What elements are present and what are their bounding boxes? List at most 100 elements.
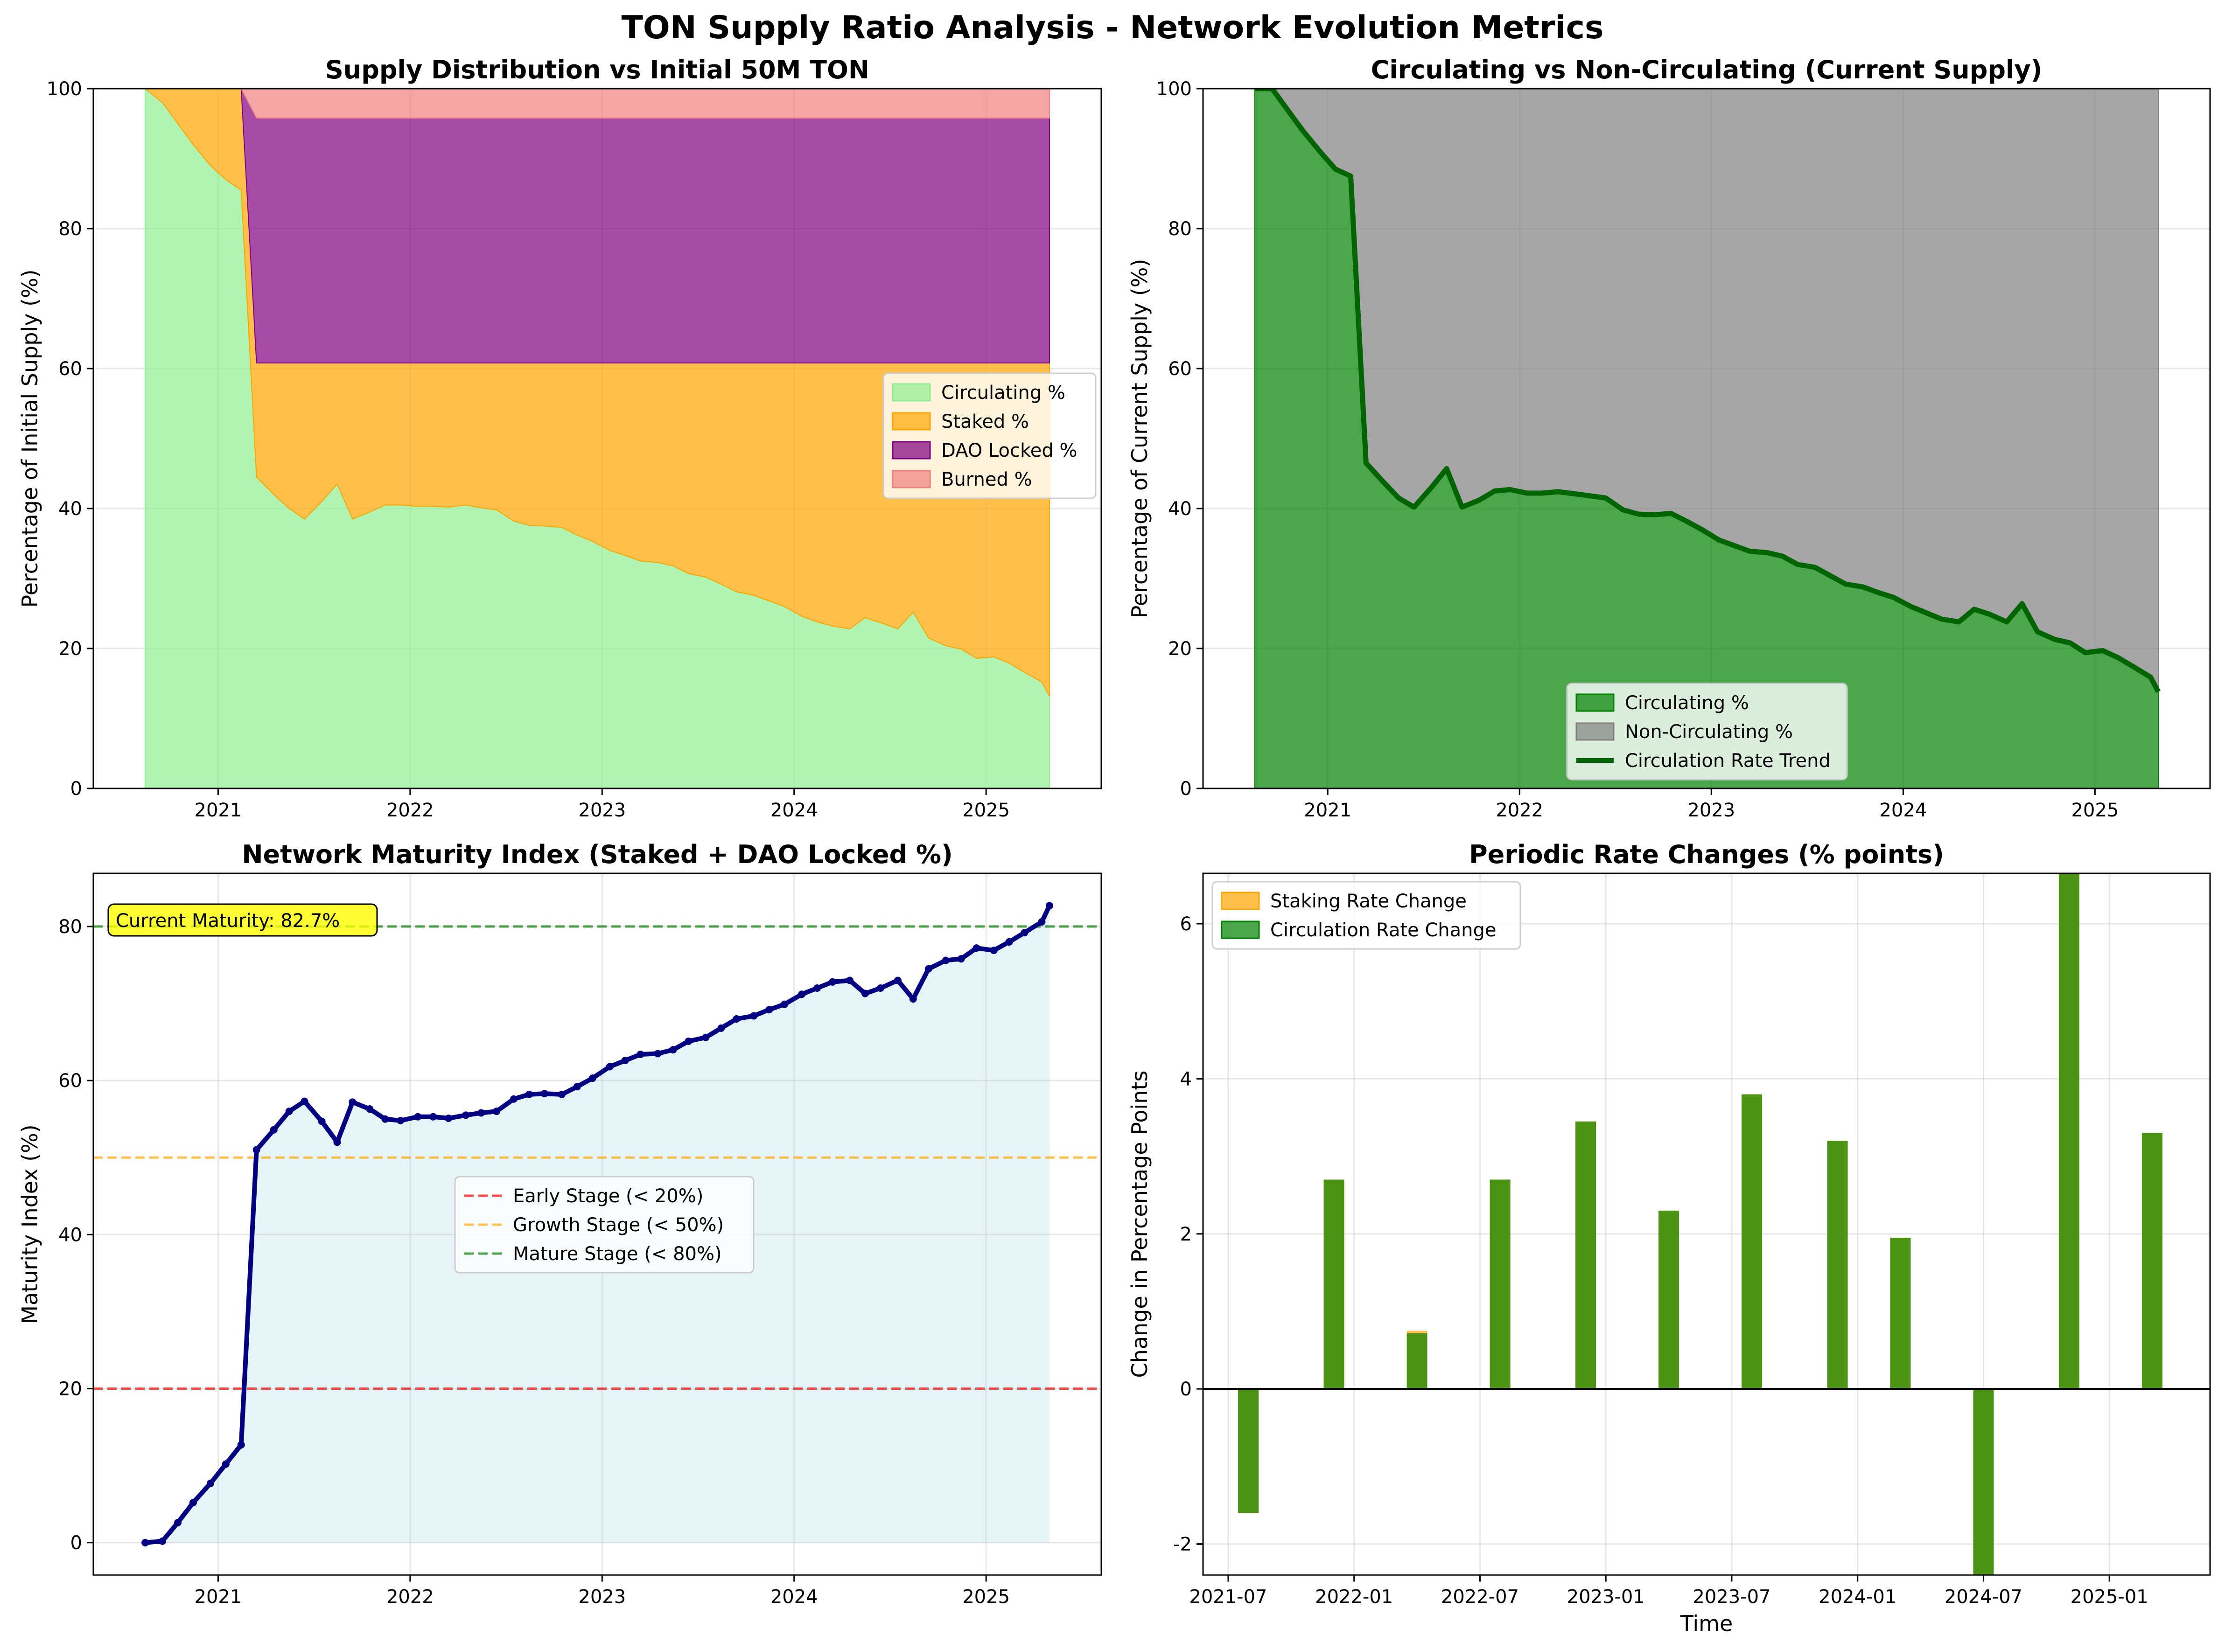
legend-box (882, 372, 1097, 499)
bar-circulation-rate-change (1238, 1389, 1259, 1513)
maturity-point (717, 1024, 725, 1032)
y-tick-label: 20 (58, 638, 82, 660)
legend-swatch (1575, 693, 1615, 712)
maturity-point (654, 1050, 662, 1058)
y-tick-label: 100 (1156, 78, 1192, 100)
legend-box (1566, 683, 1848, 781)
maturity-point (1038, 918, 1046, 926)
maturity-point (206, 1479, 214, 1487)
y-tick-label: 60 (1168, 358, 1192, 380)
maturity-point (462, 1111, 470, 1119)
bar-circulation-rate-change (1490, 1179, 1511, 1389)
y-tick-label: 40 (58, 498, 82, 520)
maturity-point (750, 1012, 758, 1020)
y-tick-label: -2 (1173, 1534, 1192, 1555)
x-tick-label: 2022 (386, 1586, 434, 1608)
maturity-point (829, 978, 836, 986)
legend-label: Staked % (941, 411, 1029, 432)
y-tick-label: 40 (58, 1224, 82, 1246)
y-tick-label: 60 (58, 1070, 82, 1092)
maturity-point (445, 1114, 453, 1122)
maturity-point (733, 1015, 741, 1023)
maturity-point (222, 1460, 230, 1468)
axes-frame (1202, 88, 2211, 789)
legend-box (454, 1176, 755, 1274)
y-tick-label: 60 (58, 358, 82, 380)
axes-frame (92, 88, 1102, 789)
x-tick-label: 2024-01 (1819, 1586, 1896, 1608)
chart-circulating-vs-noncirculating: 2021 2022 2023 2024 2025 0 20 40 60 80 100 Circulat… (1127, 55, 2211, 821)
legend-label: Staking Rate Change (1270, 891, 1467, 912)
maturity-point (1045, 902, 1053, 910)
y-tick-label: 0 (70, 778, 82, 800)
maturity-point (798, 990, 806, 998)
legend-label: Early Stage (< 20%) (513, 1185, 703, 1207)
annotation-box (107, 903, 378, 937)
x-tick-label: 2024 (770, 800, 818, 821)
bar-circulation-rate-change (1323, 1179, 1344, 1389)
legend-swatch (1575, 722, 1615, 741)
chart-title: Network Maturity Index (Staked + DAO Loc… (242, 840, 952, 869)
y-tick-label: 20 (1168, 638, 1192, 660)
x-tick-label: 2025 (962, 800, 1010, 821)
y-axis-label: Maturity Index (%) (17, 1124, 42, 1324)
maturity-point (285, 1108, 293, 1115)
x-tick-label: 2022 (1496, 800, 1543, 821)
x-tick-label: 2024-07 (1945, 1586, 2022, 1608)
legend-label: Circulation Rate Change (1270, 920, 1497, 941)
y-tick-label: 0 (1180, 1379, 1192, 1400)
y-tick-label: 80 (1168, 218, 1192, 240)
maturity-point (924, 965, 932, 973)
y-tick-label: 80 (58, 916, 82, 938)
chart-title: Circulating vs Non-Circulating (Current … (1371, 55, 2043, 84)
maturity-point (540, 1090, 548, 1098)
maturity-point (685, 1037, 693, 1045)
maturity-point (894, 976, 902, 984)
x-tick-label: 2021 (1304, 800, 1351, 821)
x-tick-label: 2022 (386, 800, 434, 821)
x-tick-label: 2023 (1687, 800, 1735, 821)
legend-label: Circulating % (1625, 692, 1749, 714)
chart-maturity-index: 2021 2022 2023 2024 2025 0 20 40 60 80 Network Mat… (17, 840, 1102, 1608)
y-tick-label: 100 (47, 78, 82, 100)
maturity-point (702, 1033, 710, 1041)
legend-swatch (892, 383, 931, 402)
maturity-point (813, 984, 821, 992)
maturity-point (990, 947, 998, 955)
maturity-point (349, 1098, 357, 1106)
y-tick-label: 0 (1180, 778, 1192, 800)
y-axis-label: Change in Percentage Points (1127, 1071, 1152, 1378)
current-maturity-annotation: Current Maturity: 82.7% (107, 903, 378, 937)
y-axis-label: Percentage of Current Supply (%) (1127, 259, 1152, 619)
maturity-point (669, 1046, 677, 1054)
maturity-point (588, 1074, 596, 1082)
maturity-point (159, 1537, 167, 1545)
x-tick-label: 2025 (2071, 800, 2119, 821)
area-series-burned- (145, 89, 1050, 118)
maturity-point (397, 1116, 405, 1124)
maturity-point (270, 1126, 278, 1134)
axes-frame (1202, 872, 2211, 1576)
x-tick-label: 2021-07 (1189, 1586, 1267, 1608)
maturity-point (973, 944, 980, 952)
legend-label: Mature Stage (< 80%) (513, 1243, 722, 1265)
maturity-point (237, 1441, 245, 1449)
figure-suptitle: TON Supply Ratio Analysis - Network Evol… (622, 9, 1604, 46)
x-tick-label: 2024 (1879, 800, 1927, 821)
x-tick-label: 2023-01 (1567, 1586, 1645, 1608)
maturity-point (637, 1050, 644, 1058)
legend-swatch (892, 441, 931, 460)
y-tick-label: 20 (58, 1378, 82, 1400)
x-tick-label: 2021 (195, 800, 242, 821)
maturity-point (429, 1113, 437, 1121)
bar-circulation-rate-change (2058, 873, 2079, 1389)
maturity-point (1021, 929, 1029, 937)
area-series-dao-locked- (145, 89, 1050, 363)
bar-circulation-rate-change (1890, 1238, 1911, 1389)
x-tick-label: 2024 (770, 1586, 818, 1608)
y-tick-label: 2 (1180, 1224, 1192, 1245)
legend-label: DAO Locked % (941, 440, 1077, 461)
x-tick-label: 2022-01 (1315, 1586, 1393, 1608)
